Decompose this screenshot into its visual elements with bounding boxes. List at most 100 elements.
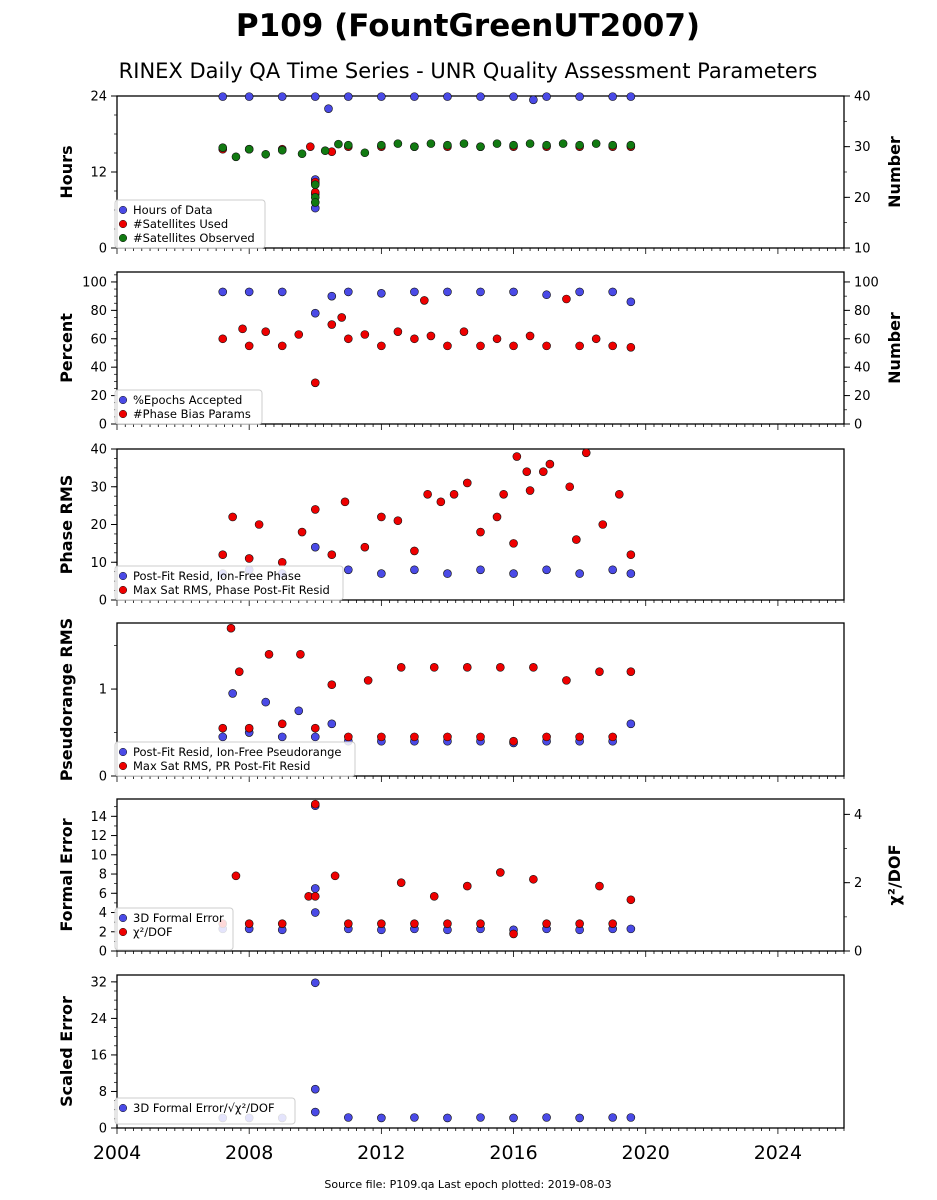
y-tick-label: 0 <box>99 418 107 433</box>
series-1 <box>218 801 636 935</box>
legend-marker <box>118 913 128 923</box>
data-point <box>529 874 538 884</box>
y-tick-label: 40 <box>90 443 107 458</box>
y-tick-label: 0 <box>99 770 107 785</box>
data-point <box>626 924 636 934</box>
data-point <box>443 287 452 297</box>
data-point <box>562 294 571 304</box>
data-point <box>626 569 636 578</box>
data-point <box>542 565 551 575</box>
data-point <box>525 331 535 341</box>
data-point <box>542 732 551 742</box>
data-point <box>410 919 419 928</box>
data-point <box>509 140 518 150</box>
data-point <box>525 486 535 495</box>
data-point <box>277 557 287 567</box>
data-point <box>538 467 548 476</box>
data-point <box>218 550 228 560</box>
data-point <box>310 978 320 988</box>
data-point <box>334 139 343 149</box>
data-point <box>310 732 320 742</box>
legend: 3D Formal Error/√χ²/DOF <box>114 1097 296 1125</box>
data-point <box>512 452 522 461</box>
y2-tick-label: 40 <box>854 90 871 105</box>
data-point <box>377 341 386 351</box>
data-point <box>296 649 305 659</box>
panel-3: 0 10 20 30 40 Phase RMS Post-Fit Resid, Ion-Fr… <box>57 443 845 609</box>
data-point <box>509 569 518 578</box>
data-point <box>218 92 228 101</box>
data-point <box>218 334 228 344</box>
data-point <box>344 334 353 344</box>
data-point <box>244 554 254 563</box>
data-point <box>327 291 337 301</box>
data-point <box>492 512 502 522</box>
data-point <box>294 706 304 716</box>
y2-tick-label: 100 <box>854 275 879 290</box>
data-point <box>310 378 320 388</box>
x-tick-label: 2012 <box>357 1142 405 1164</box>
legend-box <box>114 1097 296 1125</box>
data-point <box>443 92 452 101</box>
legend-marker <box>118 585 128 595</box>
data-point <box>360 542 370 552</box>
y-tick-label: 100 <box>82 275 107 290</box>
legend-label: #Phase Bias Params <box>133 407 251 421</box>
data-point <box>626 92 636 101</box>
series-2 <box>218 623 636 746</box>
data-point <box>310 799 320 809</box>
data-point <box>443 732 452 742</box>
data-point <box>277 719 287 729</box>
data-point <box>244 919 254 928</box>
y2-axis-label: χ²/DOF <box>885 845 904 906</box>
data-point <box>231 871 241 881</box>
y-axis-label: Pseudorange RMS <box>57 618 76 781</box>
data-point <box>310 308 320 318</box>
data-point <box>626 140 636 150</box>
data-point <box>595 667 604 676</box>
data-point <box>509 736 518 746</box>
data-point <box>476 527 485 537</box>
y-tick-label: 16 <box>90 1048 107 1063</box>
data-point <box>542 341 551 351</box>
data-point <box>443 1113 452 1123</box>
y-tick-label: 0 <box>99 1122 107 1137</box>
y2-tick-label: 0 <box>854 418 862 433</box>
data-point <box>360 330 370 339</box>
data-point <box>575 1113 584 1123</box>
legend-marker <box>118 395 128 405</box>
data-point <box>608 732 617 742</box>
data-point <box>340 497 350 507</box>
data-point <box>496 663 505 672</box>
data-point <box>459 327 469 336</box>
data-point <box>496 868 505 877</box>
y-tick-label: 8 <box>99 868 107 883</box>
data-point <box>337 313 347 322</box>
data-point <box>410 334 419 344</box>
data-point <box>492 334 502 344</box>
data-point <box>344 92 353 101</box>
data-point <box>410 92 419 101</box>
data-point <box>396 663 406 672</box>
data-point <box>238 324 247 334</box>
data-point <box>462 478 472 488</box>
data-point <box>558 139 568 148</box>
data-point <box>509 287 518 297</box>
legend-marker <box>118 747 128 757</box>
data-point <box>542 1113 551 1122</box>
legend-label: #Satellites Observed <box>133 231 255 245</box>
chart-title: P109 (FountGreenUT2007) <box>236 8 700 44</box>
data-point <box>420 296 429 305</box>
y-tick-label: 0 <box>99 945 107 960</box>
y2-tick-label: 4 <box>854 808 862 823</box>
data-point <box>542 919 551 928</box>
data-point <box>608 287 617 297</box>
series-1 <box>218 689 636 748</box>
data-point <box>476 92 485 101</box>
data-point <box>226 623 236 633</box>
data-point <box>324 104 333 113</box>
panel-6: 0 8 16 24 32 Scaled Error 2004 2008 2012 2016 2020… <box>57 974 845 1164</box>
data-point <box>443 919 452 928</box>
